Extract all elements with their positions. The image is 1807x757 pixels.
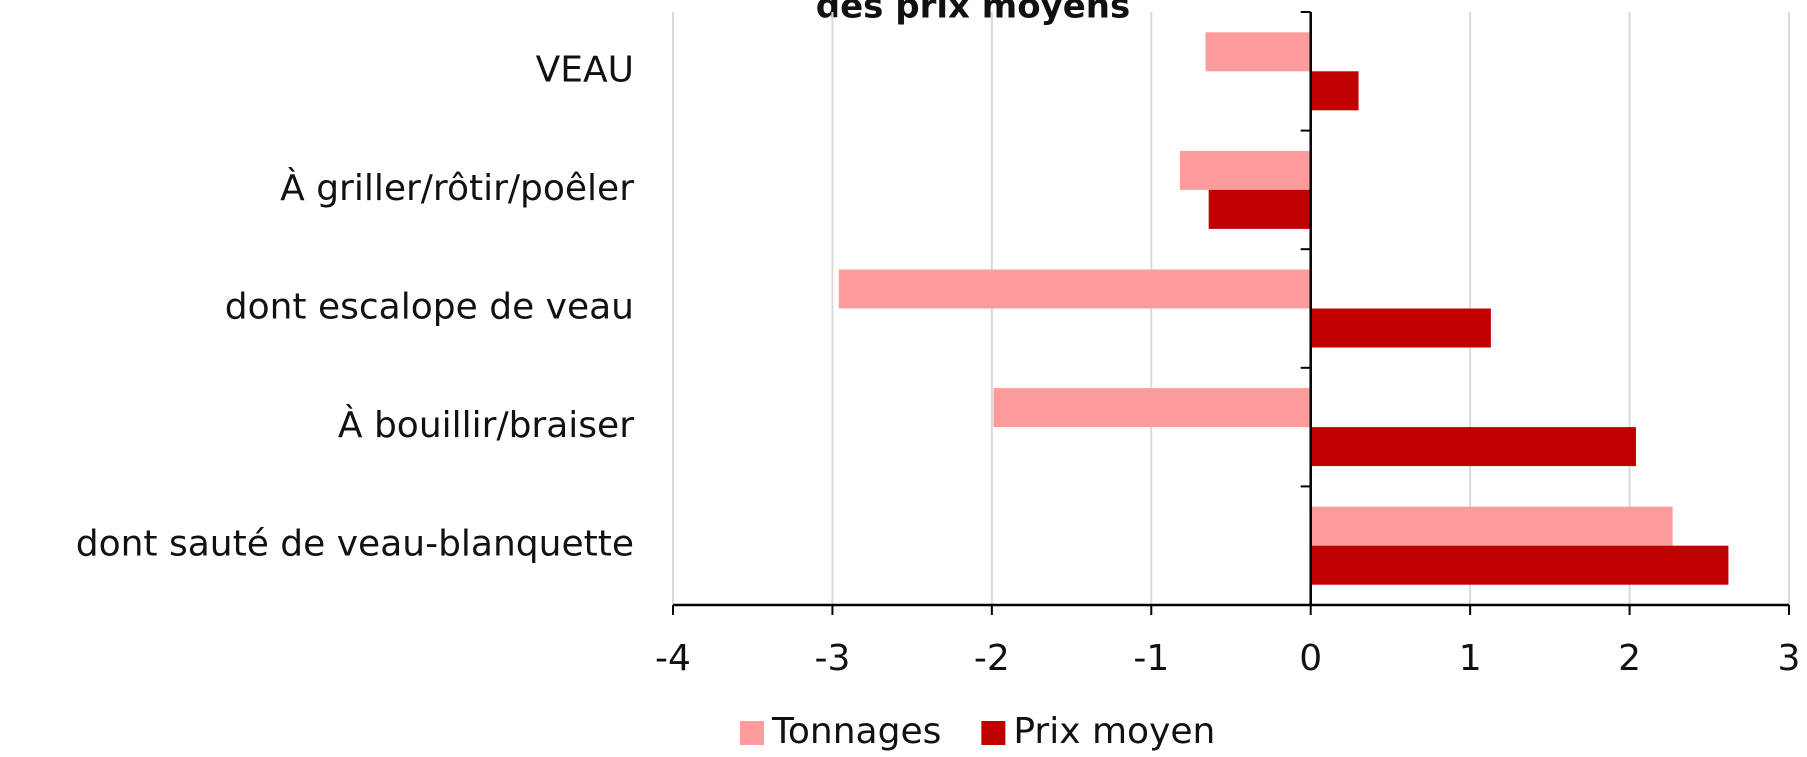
x-tick-label: 3 xyxy=(1778,638,1801,679)
bar xyxy=(1205,32,1311,72)
x-tick-label: 0 xyxy=(1299,638,1322,679)
x-tick-label: -1 xyxy=(1133,638,1169,679)
y-tick-label: À griller/rôtir/poêler xyxy=(280,167,634,209)
x-tick-label: 1 xyxy=(1459,638,1482,679)
bar xyxy=(1310,308,1491,348)
legend-swatch xyxy=(740,721,764,745)
legend-swatch xyxy=(981,721,1006,745)
bar xyxy=(1310,506,1673,546)
bar xyxy=(838,269,1311,309)
bar xyxy=(1310,71,1359,111)
bar xyxy=(1179,150,1311,190)
x-tick-label: -3 xyxy=(814,638,850,679)
legend-label: Prix moyen xyxy=(1013,711,1215,752)
legend-label: Tonnages xyxy=(771,711,941,752)
bar xyxy=(1310,545,1729,585)
y-tick-label: dont escalope de veau xyxy=(225,287,634,328)
bar xyxy=(1310,427,1636,467)
bar xyxy=(1208,189,1311,229)
x-tick-label: -2 xyxy=(974,638,1010,679)
y-tick-label: À bouillir/braiser xyxy=(338,404,634,446)
x-tick-label: -4 xyxy=(655,638,691,679)
chart-title: des prix moyens xyxy=(816,0,1130,27)
bar xyxy=(993,388,1311,428)
y-tick-label: dont sauté de veau-blanquette xyxy=(76,524,634,565)
y-tick-label: VEAU xyxy=(536,49,634,90)
x-tick-label: 2 xyxy=(1618,638,1641,679)
